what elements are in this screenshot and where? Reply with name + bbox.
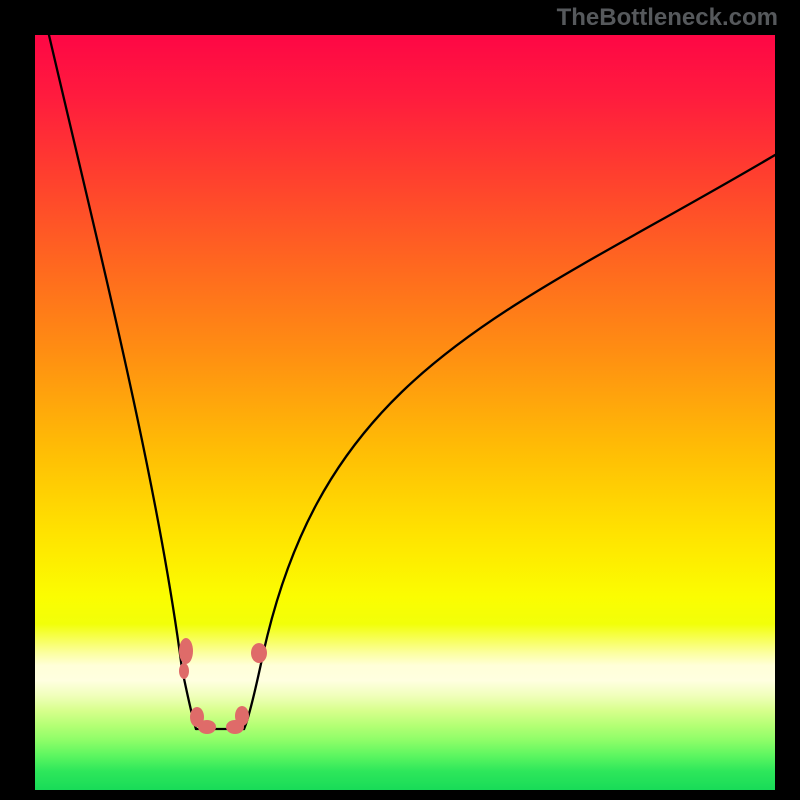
plot-area <box>35 35 775 790</box>
watermark-text: TheBottleneck.com <box>557 4 778 32</box>
data-marker <box>179 638 193 664</box>
gradient-background <box>35 35 775 790</box>
data-marker <box>235 706 249 726</box>
data-marker <box>198 720 216 734</box>
chart-frame: TheBottleneck.com <box>0 0 800 800</box>
data-marker <box>179 663 189 679</box>
data-marker <box>251 643 267 663</box>
